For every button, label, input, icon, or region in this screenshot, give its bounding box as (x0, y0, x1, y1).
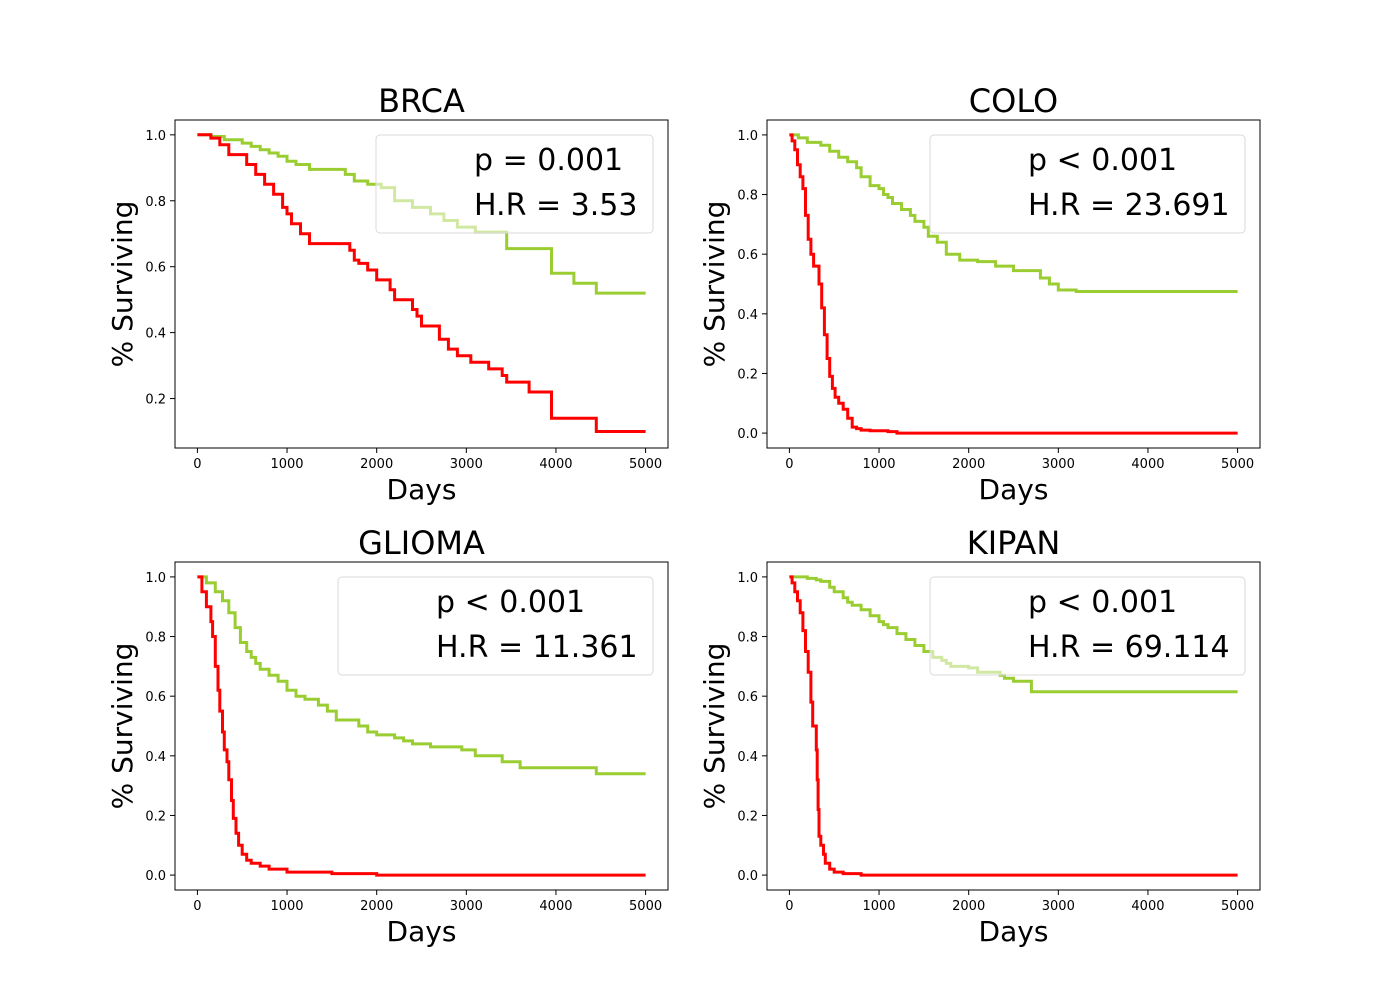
y-tick-label: 0.4 (145, 750, 166, 765)
panel-title: KIPAN (967, 524, 1061, 562)
panel-title: GLIOMA (358, 524, 485, 562)
hazard-ratio-label: H.R = 3.53 (474, 188, 637, 223)
y-tick-label: 0.0 (737, 869, 758, 884)
x-tick-label: 1000 (862, 457, 895, 472)
y-tick-label: 0.4 (737, 750, 758, 765)
p-value-label: p < 0.001 (436, 585, 585, 620)
annotation-box (337, 576, 654, 676)
y-tick-label: 0.8 (145, 195, 166, 210)
series-line-0 (197, 575, 646, 776)
series-line-0 (197, 133, 646, 295)
y-tick-label: 0.2 (737, 367, 758, 382)
panel-kipan: KIPAN p < 0.001 H.R = 69.114 0 1000 2000 3000 4… (698, 524, 1261, 948)
y-tick-label: 0.8 (737, 631, 758, 646)
x-tick-label: 2000 (360, 899, 393, 914)
y-tick-label: 0.0 (145, 869, 166, 884)
panel-title: BRCA (378, 82, 465, 120)
axes-frame (174, 119, 669, 449)
y-tick-label: 0.0 (737, 427, 758, 442)
x-tick-label: 4000 (1131, 899, 1164, 914)
y-tick-label: 0.4 (145, 327, 166, 342)
y-tick-label: 0.4 (737, 308, 758, 323)
annotation-box (929, 576, 1246, 676)
series-line-1 (789, 575, 1238, 877)
y-axis-label: % Surviving (698, 643, 731, 810)
p-value-label: p = 0.001 (474, 143, 623, 178)
x-tick-label: 5000 (1221, 457, 1254, 472)
x-axis-label: Days (387, 915, 457, 948)
x-tick-label: 3000 (1042, 899, 1075, 914)
y-tick-label: 0.6 (737, 248, 758, 263)
annotation-box (375, 134, 654, 234)
panel-glioma: GLIOMA p < 0.001 H.R = 11.361 0 1000 2000 3000… (106, 524, 669, 948)
x-axis-label: Days (979, 473, 1049, 506)
x-tick-label: 5000 (629, 899, 662, 914)
y-tick-label: 0.2 (737, 809, 758, 824)
series-line-1 (789, 133, 1238, 435)
p-value-label: p < 0.001 (1028, 143, 1177, 178)
x-tick-label: 3000 (450, 899, 483, 914)
y-tick-label: 0.8 (737, 189, 758, 204)
x-tick-label: 2000 (952, 457, 985, 472)
series-line-0 (789, 133, 1238, 293)
series-line-1 (197, 133, 646, 433)
x-tick-label: 5000 (1221, 899, 1254, 914)
panel-brca: BRCA p = 0.001 H.R = 3.53 0 1000 2000 3000 4000… (106, 82, 669, 506)
axes-frame (766, 119, 1261, 449)
y-axis-label: % Surviving (106, 643, 139, 810)
x-tick-label: 4000 (539, 457, 572, 472)
x-tick-label: 1000 (270, 457, 303, 472)
panel-title: COLO (969, 82, 1058, 120)
y-axis-label: % Surviving (698, 201, 731, 368)
x-axis-label: Days (979, 915, 1049, 948)
axes-frame (766, 561, 1261, 891)
x-tick-label: 0 (193, 457, 201, 472)
y-tick-label: 0.8 (145, 631, 166, 646)
hazard-ratio-label: H.R = 69.114 (1028, 630, 1230, 665)
x-tick-label: 0 (785, 457, 793, 472)
x-tick-label: 2000 (360, 457, 393, 472)
hazard-ratio-label: H.R = 11.361 (436, 630, 638, 665)
y-tick-label: 1.0 (145, 571, 166, 586)
x-tick-label: 4000 (1131, 457, 1164, 472)
x-tick-label: 2000 (952, 899, 985, 914)
x-axis-label: Days (387, 473, 457, 506)
series-line-1 (197, 575, 646, 877)
y-tick-label: 0.2 (145, 393, 166, 408)
panel-colo: COLO p < 0.001 H.R = 23.691 0 1000 2000 3000 40… (698, 82, 1261, 506)
x-tick-label: 5000 (629, 457, 662, 472)
x-tick-label: 1000 (862, 899, 895, 914)
x-tick-label: 3000 (450, 457, 483, 472)
p-value-label: p < 0.001 (1028, 585, 1177, 620)
y-tick-label: 0.2 (145, 809, 166, 824)
x-tick-label: 0 (785, 899, 793, 914)
y-tick-label: 1.0 (145, 129, 166, 144)
y-tick-label: 1.0 (737, 571, 758, 586)
y-tick-label: 0.6 (145, 690, 166, 705)
y-axis-label: % Surviving (106, 201, 139, 368)
x-tick-label: 3000 (1042, 457, 1075, 472)
y-tick-label: 1.0 (737, 129, 758, 144)
x-tick-label: 1000 (270, 899, 303, 914)
hazard-ratio-label: H.R = 23.691 (1028, 188, 1230, 223)
axes-frame (174, 561, 669, 891)
annotation-box (929, 134, 1246, 234)
x-tick-label: 0 (193, 899, 201, 914)
y-tick-label: 0.6 (737, 690, 758, 705)
x-tick-label: 4000 (539, 899, 572, 914)
y-tick-label: 0.6 (145, 261, 166, 276)
